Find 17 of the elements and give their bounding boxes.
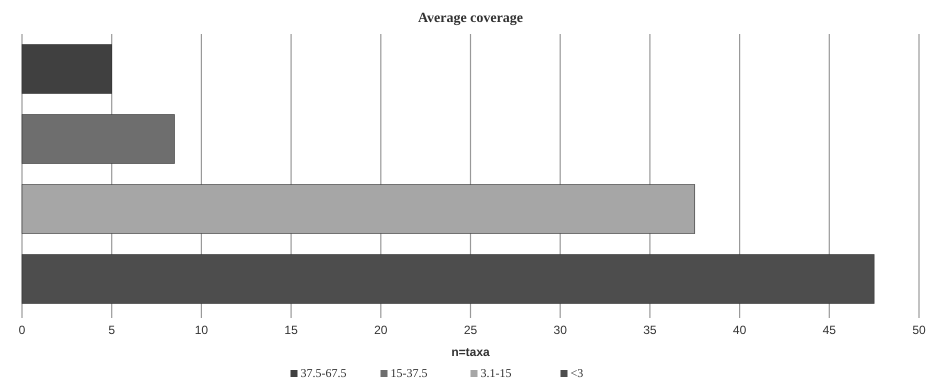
legend-label: 37.5-67.5 — [300, 366, 346, 380]
legend-label: <3 — [570, 366, 584, 380]
x-tick-label: 30 — [554, 323, 568, 337]
x-axis-title: n=taxa — [451, 345, 490, 359]
x-tick-label: 45 — [822, 323, 836, 337]
legend-label: 15-37.5 — [390, 366, 428, 380]
x-tick-label: 40 — [732, 323, 747, 337]
x-tick-label: 25 — [464, 323, 478, 337]
x-tick-label: 0 — [18, 323, 26, 337]
legend-label: 3.1-15 — [480, 366, 512, 380]
x-tick-label: 15 — [284, 323, 298, 337]
x-tick-label: 35 — [643, 323, 657, 337]
x-tick-label: 20 — [374, 323, 388, 337]
x-tick-label: 10 — [194, 323, 208, 337]
chart-title: Average coverage — [418, 11, 524, 26]
x-tick-label: 5 — [108, 323, 116, 337]
x-tick-label: 50 — [912, 323, 926, 337]
